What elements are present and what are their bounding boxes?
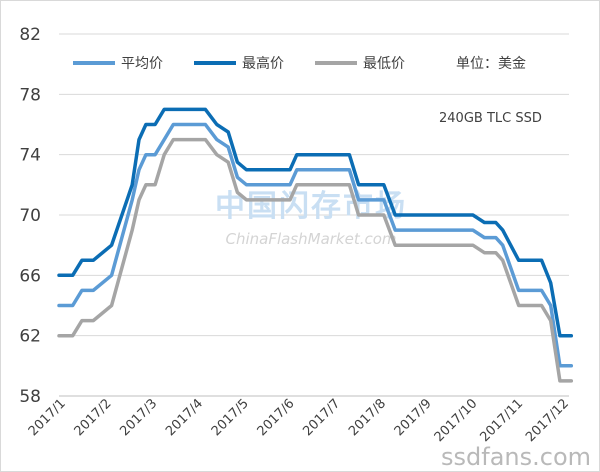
- x-tick-label: 2017/6: [255, 396, 298, 439]
- y-tick-label: 82: [19, 25, 41, 45]
- y-axis-ticks: 58 62 66 70 74 78 82: [19, 25, 41, 407]
- x-tick-label: 2017/12: [523, 396, 572, 445]
- series-line-3: [57, 137, 574, 383]
- x-tick-label: 2017/3: [117, 396, 160, 439]
- watermark-cn: 中国闪存市场: [215, 189, 407, 224]
- x-tick-label: 2017/7: [300, 396, 343, 439]
- watermark-site: ssdfans.com: [441, 443, 591, 471]
- x-tick-label: 2017/4: [163, 396, 206, 439]
- x-axis-ticks: 2017/1 2017/2 2017/3 2017/4 2017/5 2017/6 2017…: [26, 396, 572, 445]
- series-lines: [57, 107, 574, 383]
- x-tick-label: 2017/5: [209, 396, 252, 439]
- y-tick-label: 74: [19, 146, 41, 166]
- y-tick-label: 66: [19, 266, 41, 286]
- watermark-en: ChinaFlashMarket.com: [225, 230, 396, 248]
- legend: 平均价 最高价 最低价: [73, 55, 405, 72]
- series-line-2: [57, 107, 574, 338]
- unit-label: 单位：美金: [456, 56, 526, 72]
- x-tick-label: 2017/10: [432, 396, 481, 445]
- y-tick-label: 62: [19, 327, 41, 347]
- x-tick-label: 2017/11: [477, 396, 526, 445]
- x-tick-label: 2017/9: [392, 396, 435, 439]
- y-tick-label: 58: [19, 387, 41, 407]
- watermark: 中国闪存市场 ChinaFlashMarket.com: [215, 189, 407, 248]
- y-tick-label: 70: [19, 206, 41, 226]
- legend-label-2: 最高价: [242, 55, 284, 72]
- series-line-1: [57, 122, 574, 368]
- legend-label-1: 平均价: [121, 56, 163, 72]
- y-tick-label: 78: [19, 85, 41, 105]
- x-tick-label: 2017/2: [72, 396, 115, 439]
- legend-label-3: 最低价: [363, 56, 405, 72]
- product-annotation: 240GB TLC SSD: [439, 111, 542, 126]
- x-tick-label: 2017/8: [346, 396, 389, 439]
